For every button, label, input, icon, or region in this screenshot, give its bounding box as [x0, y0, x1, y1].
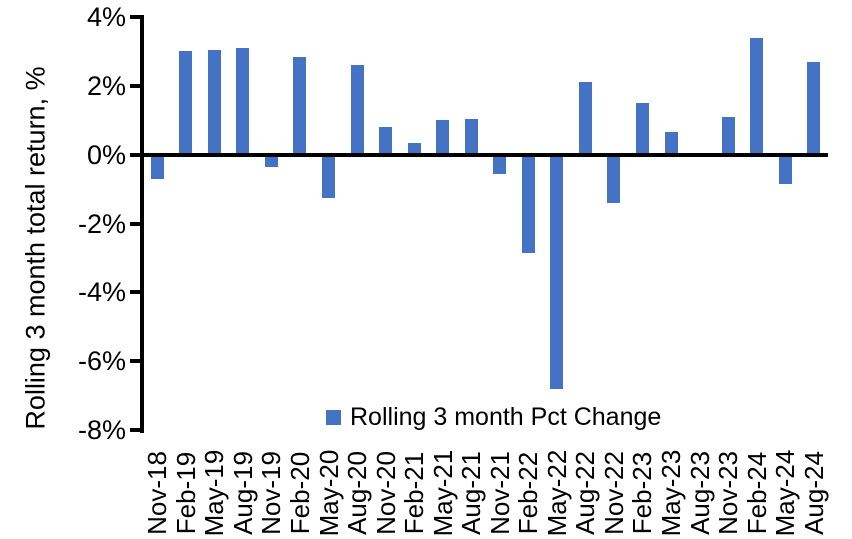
bar — [236, 47, 250, 155]
x-tick-label: May-22 — [541, 449, 572, 537]
x-axis-line — [143, 152, 828, 157]
y-axis-tick — [130, 15, 140, 19]
x-tick-label: May-19 — [199, 449, 230, 537]
bar — [379, 127, 393, 155]
x-tick-label: Aug-19 — [227, 451, 258, 535]
x-tick-label: Nov-21 — [484, 451, 515, 535]
x-tick-label: Aug-22 — [570, 451, 601, 535]
y-tick-label: 4% — [86, 2, 126, 32]
bar — [750, 37, 764, 155]
x-tick-label: May-23 — [656, 449, 687, 537]
x-tick-label: May-21 — [427, 449, 458, 537]
x-tick-label: Feb-20 — [284, 451, 315, 535]
bar — [407, 142, 421, 155]
y-axis-tick — [130, 221, 140, 226]
y-axis-tick — [130, 83, 140, 88]
bar — [550, 154, 564, 389]
y-axis-tick — [130, 428, 140, 432]
x-tick-label: Nov-22 — [598, 451, 629, 535]
legend-marker-square — [326, 410, 341, 425]
x-tick-label: Aug-23 — [684, 451, 715, 535]
y-axis-tick — [130, 290, 140, 295]
x-tick-label: Feb-19 — [170, 451, 201, 535]
x-tick-label: Feb-24 — [741, 451, 772, 535]
y-tick-label: 0% — [86, 139, 126, 170]
bar — [578, 82, 592, 155]
x-tick-label: Nov-19 — [256, 451, 287, 535]
bar — [664, 132, 678, 155]
bar — [464, 118, 478, 155]
y-axis-tick — [130, 152, 140, 157]
y-tick-label: -6% — [77, 346, 126, 377]
x-tick-label: Nov-23 — [713, 451, 744, 535]
x-tick-label: Nov-20 — [370, 451, 401, 535]
y-tick-label: 2% — [86, 70, 126, 101]
legend: Rolling 3 month Pct Change — [326, 403, 661, 432]
x-tick-label: May-24 — [770, 449, 801, 537]
x-tick-label: Feb-23 — [627, 451, 658, 535]
y-tick-label: -2% — [77, 208, 126, 239]
legend-label: Rolling 3 month Pct Change — [350, 403, 662, 431]
y-axis-line — [140, 15, 144, 433]
x-tick-label: Feb-21 — [399, 451, 430, 535]
bar — [436, 120, 450, 155]
bar — [179, 51, 193, 155]
y-tick-label: -8% — [77, 415, 126, 445]
bar — [293, 56, 307, 155]
x-tick-label: Nov-18 — [142, 451, 173, 535]
x-tick-label: Aug-21 — [456, 451, 487, 535]
x-tick-label: Feb-22 — [513, 451, 544, 535]
bar — [607, 154, 621, 203]
y-axis-tick — [130, 359, 140, 364]
bar — [493, 154, 507, 174]
x-tick-label: Aug-24 — [798, 451, 829, 535]
x-tick-label: Aug-20 — [342, 451, 373, 535]
bar — [721, 116, 735, 155]
bar — [521, 154, 535, 253]
bar — [350, 65, 364, 155]
bar — [635, 103, 649, 155]
bar — [150, 154, 164, 179]
bar — [807, 61, 821, 155]
y-tick-label: -4% — [77, 277, 126, 308]
bar — [322, 154, 336, 198]
x-tick-label: May-20 — [313, 449, 344, 537]
bar — [264, 154, 278, 167]
bar — [778, 154, 792, 184]
bar — [207, 49, 221, 155]
